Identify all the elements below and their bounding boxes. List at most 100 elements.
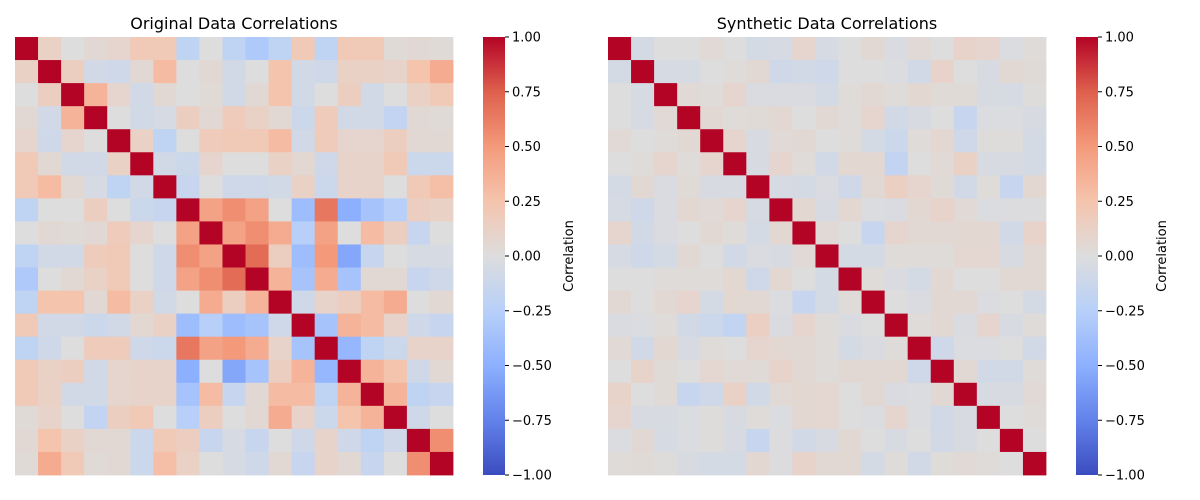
heatmap-cell	[976, 83, 1001, 107]
heatmap-cell	[677, 290, 701, 315]
heatmap-cell	[723, 198, 747, 222]
heatmap-cell	[815, 221, 839, 245]
heatmap-cell	[631, 106, 655, 130]
heatmap-cell	[654, 290, 678, 315]
heatmap-cell	[337, 37, 362, 61]
heatmap-cell	[723, 313, 747, 338]
heatmap-cell	[337, 221, 362, 245]
heatmap-cell	[84, 175, 108, 199]
heatmap-cell	[84, 267, 108, 291]
heatmap-cell	[907, 313, 932, 338]
heatmap-cell	[337, 451, 362, 476]
heatmap-cell	[406, 129, 431, 153]
heatmap-cell	[268, 451, 293, 476]
heatmap-cell	[700, 382, 724, 407]
heatmap-cell	[107, 382, 131, 407]
heatmap-cell	[383, 451, 408, 476]
heatmap-cell	[15, 221, 39, 245]
heatmap-cell	[953, 382, 978, 407]
heatmap-cell	[130, 244, 154, 268]
heatmap-cell	[130, 198, 154, 222]
heatmap-cell	[153, 313, 177, 338]
heatmap-cell	[1022, 290, 1047, 315]
heatmap-cell	[406, 244, 431, 268]
heatmap-cell	[608, 405, 632, 430]
heatmap-cell	[199, 313, 223, 338]
heatmap-cell	[15, 290, 39, 315]
heatmap-cell	[861, 359, 886, 384]
heatmap-cell	[608, 175, 632, 199]
colorbar-tick-label: 0.25	[1105, 195, 1134, 210]
heatmap-cell	[884, 313, 909, 338]
heatmap-cell	[61, 428, 85, 453]
colorbar-tick-label: 0.00	[1105, 250, 1134, 265]
synthetic-colorbar	[1076, 37, 1098, 475]
heatmap-cell	[792, 451, 816, 476]
heatmap-cell	[291, 37, 316, 61]
heatmap-cell	[406, 451, 431, 476]
heatmap-cell	[884, 359, 909, 384]
heatmap-cell	[654, 267, 678, 291]
heatmap-cell	[769, 175, 793, 199]
heatmap-cell	[999, 428, 1024, 453]
heatmap-cell	[291, 267, 316, 291]
heatmap-cell	[723, 428, 747, 453]
heatmap-cell	[746, 405, 770, 430]
heatmap-cell	[199, 106, 223, 130]
heatmap-cell	[769, 37, 793, 61]
heatmap-cell	[84, 336, 108, 361]
heatmap-cell	[222, 60, 246, 84]
heatmap-cell	[268, 290, 293, 315]
heatmap-cell	[429, 198, 454, 222]
heatmap-cell	[383, 267, 408, 291]
heatmap-cell	[406, 336, 431, 361]
heatmap-cell	[268, 129, 293, 153]
heatmap-cell	[907, 336, 932, 361]
heatmap-cell	[723, 152, 747, 176]
heatmap-cell	[406, 198, 431, 222]
heatmap-cell	[792, 290, 816, 315]
heatmap-cell	[953, 175, 978, 199]
heatmap-cell	[15, 336, 39, 361]
heatmap-cell	[291, 244, 316, 268]
heatmap-cell	[130, 313, 154, 338]
heatmap-cell	[245, 37, 269, 61]
heatmap-cell	[723, 129, 747, 153]
heatmap-cell	[291, 83, 316, 107]
heatmap-cell	[268, 359, 293, 384]
heatmap-cell	[654, 382, 678, 407]
heatmap-cell	[199, 221, 223, 245]
heatmap-cell	[176, 244, 200, 268]
heatmap-cell	[746, 221, 770, 245]
heatmap-cell	[631, 60, 655, 84]
colorbar-tick-label: −1.00	[512, 469, 552, 484]
heatmap-cell	[700, 106, 724, 130]
heatmap-cell	[153, 428, 177, 453]
heatmap-cell	[176, 60, 200, 84]
heatmap-cell	[84, 60, 108, 84]
heatmap-cell	[429, 267, 454, 291]
heatmap-cell	[608, 313, 632, 338]
heatmap-cell	[176, 221, 200, 245]
heatmap-cell	[314, 175, 339, 199]
heatmap-cell	[406, 175, 431, 199]
heatmap-cell	[268, 37, 293, 61]
heatmap-cell	[608, 382, 632, 407]
heatmap-cell	[383, 37, 408, 61]
heatmap-cell	[153, 267, 177, 291]
heatmap-cell	[838, 83, 862, 107]
heatmap-cell	[631, 451, 655, 476]
heatmap-cell	[360, 129, 385, 153]
heatmap-cell	[360, 382, 385, 407]
heatmap-cell	[199, 405, 223, 430]
heatmap-cell	[153, 37, 177, 61]
heatmap-cell	[700, 405, 724, 430]
heatmap-cell	[884, 428, 909, 453]
heatmap-cell	[677, 198, 701, 222]
heatmap-cell	[268, 382, 293, 407]
heatmap-cell	[406, 106, 431, 130]
heatmap-cell	[1022, 428, 1047, 453]
heatmap-cell	[608, 221, 632, 245]
heatmap-cell	[792, 83, 816, 107]
heatmap-cell	[406, 290, 431, 315]
